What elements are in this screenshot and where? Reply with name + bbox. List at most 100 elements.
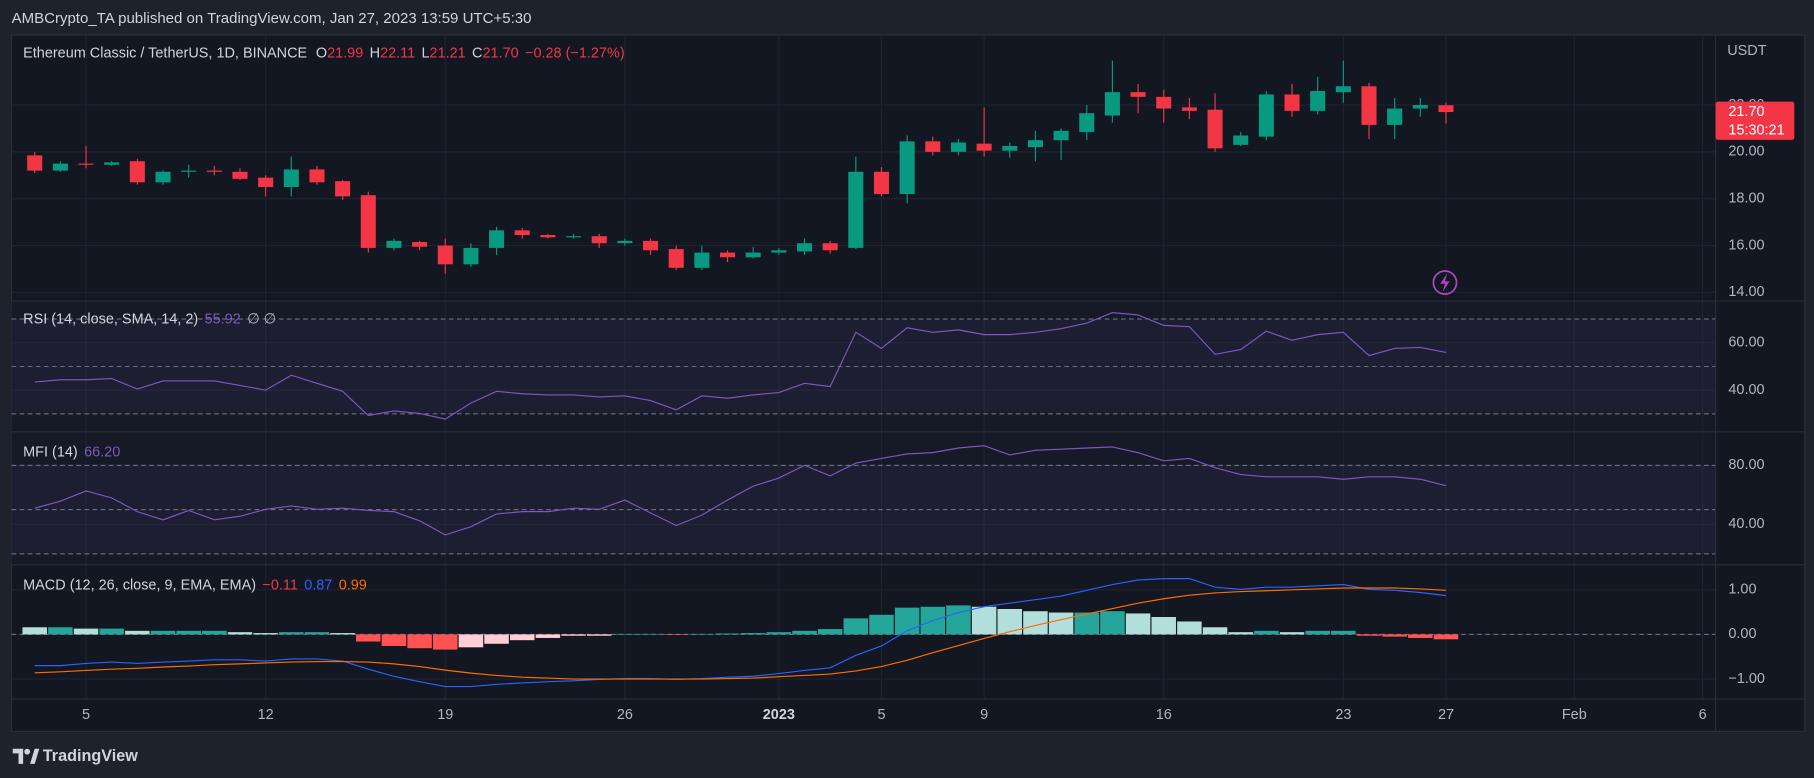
- candle-body: [1104, 92, 1120, 116]
- histogram-bar: [1151, 617, 1176, 635]
- histogram-bar: [1433, 634, 1459, 640]
- mfi-legend: MFI (14) 66.20: [23, 444, 120, 460]
- candle-body: [694, 252, 710, 268]
- histogram-bar: [356, 634, 381, 642]
- last-price-tag: [1715, 101, 1795, 140]
- histogram-bar: [1331, 630, 1356, 635]
- candle-body: [52, 163, 68, 171]
- logo-part: [12, 748, 24, 764]
- histogram-bar: [997, 608, 1023, 635]
- candle-body: [1053, 130, 1069, 141]
- candle-body: [950, 142, 966, 152]
- ohlc-value: 21.70: [483, 45, 519, 61]
- histogram-bar: [227, 632, 253, 635]
- histogram-bar: [1254, 630, 1279, 635]
- ohlc-key: H: [370, 45, 380, 61]
- rsi-legend: RSI (14, close, SMA, 14, 2) 55.92 ∅ ∅: [23, 311, 276, 327]
- x-tick-label: 12: [258, 707, 274, 723]
- histogram-bar: [1356, 634, 1382, 636]
- y-tick-label: 1.00: [1728, 582, 1756, 598]
- candle-body: [771, 250, 787, 253]
- candle-body: [437, 245, 453, 265]
- candle-body: [1438, 105, 1454, 113]
- histogram-bar: [1202, 627, 1228, 635]
- candle-body: [873, 171, 889, 195]
- candle-body: [232, 171, 248, 179]
- marks-layer: [22, 60, 1459, 688]
- macd-line-value: 0.87: [304, 577, 332, 593]
- macd-hist-value: −0.11: [262, 577, 298, 593]
- histogram-bar: [330, 633, 355, 635]
- histogram-bar: [638, 633, 663, 635]
- candle-body: [155, 171, 171, 183]
- candle-body: [1387, 108, 1403, 125]
- indicator-line: [34, 578, 1447, 688]
- alert-icon-ring[interactable]: [1432, 270, 1458, 296]
- candle-body: [104, 162, 120, 165]
- candle-body: [1233, 135, 1249, 145]
- ohlc-key: C: [472, 45, 482, 61]
- histogram-bar: [1100, 611, 1125, 635]
- y-tick-label: 40.00: [1728, 382, 1764, 398]
- main-legend: Ethereum Classic / TetherUS, 1D, BINANCE…: [23, 45, 625, 61]
- candle-body: [27, 155, 43, 171]
- histogram-bar: [202, 630, 227, 635]
- histogram-bar: [304, 632, 330, 635]
- candle-body: [822, 243, 838, 251]
- candle-body: [848, 171, 864, 248]
- candle-body: [796, 243, 813, 252]
- histogram-bar: [1048, 612, 1074, 635]
- ohlc-value: 21.21: [430, 45, 466, 61]
- mfi-title: MFI (14): [23, 444, 78, 460]
- macd-legend: MACD (12, 26, close, 9, EMA, EMA) −0.11 …: [23, 577, 367, 593]
- histogram-bar: [1125, 613, 1151, 635]
- alert-icon-bolt[interactable]: [1440, 273, 1450, 292]
- candle-body: [566, 236, 582, 238]
- histogram-bar: [843, 618, 869, 635]
- symbol: Ethereum Classic / TetherUS, 1D, BINANCE: [23, 45, 307, 61]
- histogram-bar: [458, 634, 484, 648]
- candle-body: [617, 240, 633, 244]
- histogram-bar: [535, 634, 561, 638]
- histogram-bar: [1279, 632, 1305, 635]
- candle-body: [1207, 109, 1223, 149]
- candle-body: [1002, 146, 1018, 151]
- histogram-bar: [99, 628, 124, 635]
- histogram-bar: [715, 633, 740, 635]
- candle-body: [335, 181, 351, 197]
- histogram-bar: [869, 614, 894, 635]
- indicator-line: [34, 587, 1447, 680]
- histogram-bar: [433, 634, 458, 650]
- candle-body: [360, 195, 376, 248]
- x-tick-label: 16: [1156, 707, 1172, 723]
- ohlc-value: 21.99: [327, 45, 363, 61]
- histogram-bar: [689, 633, 715, 635]
- alert-icon[interactable]: [1432, 270, 1458, 296]
- histogram-bar: [73, 628, 99, 635]
- y-tick-label: 0.00: [1728, 626, 1756, 642]
- candle-body: [1130, 92, 1146, 97]
- candle-body: [412, 242, 428, 247]
- histogram-bar: [407, 634, 432, 649]
- candle-body: [386, 240, 402, 248]
- candle-body: [1310, 90, 1326, 111]
- y-tick-label: 40.00: [1728, 516, 1764, 532]
- rsi-placeholders: ∅ ∅: [247, 311, 276, 327]
- y-tick-label: 60.00: [1728, 335, 1764, 351]
- candle-body: [540, 235, 556, 238]
- x-tick-label: 26: [617, 707, 633, 723]
- histogram-bar: [612, 633, 638, 635]
- candle-body: [283, 169, 299, 188]
- y-tick-label: 80.00: [1728, 457, 1764, 473]
- macd-title: MACD (12, 26, close, 9, EMA, EMA): [23, 577, 256, 593]
- ohlc-value: 22.11: [380, 45, 415, 61]
- candle-body: [1156, 96, 1172, 109]
- candle-body: [1181, 107, 1197, 111]
- candle-body: [1335, 86, 1351, 93]
- x-tick-label: 19: [437, 707, 453, 723]
- y-tick-label: −1.00: [1728, 671, 1765, 687]
- y-tick-label: 20.00: [1728, 144, 1764, 160]
- x-tick-label: 27: [1438, 707, 1454, 723]
- candle-body: [206, 170, 222, 172]
- candle-body: [643, 240, 659, 251]
